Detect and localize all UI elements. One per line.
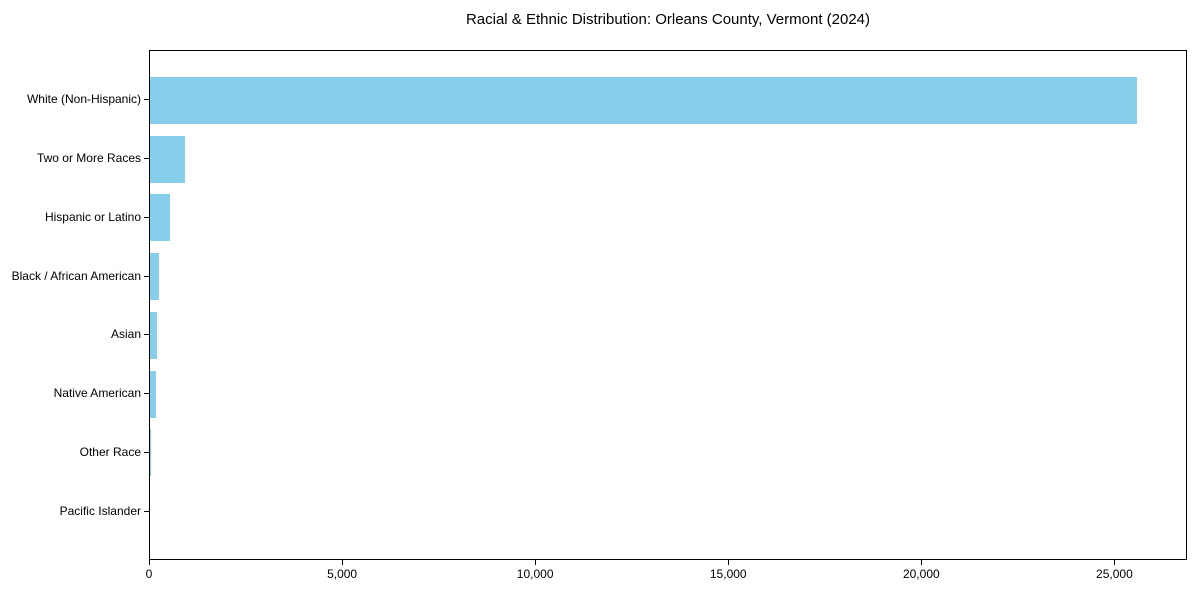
bar-black-african-american <box>150 253 160 301</box>
y-tick-label: Pacific Islander <box>59 503 141 518</box>
y-tick-label: Two or More Races <box>36 151 141 166</box>
x-tick-label: 5,000 <box>327 567 358 581</box>
x-tick-mark <box>727 560 729 565</box>
y-tick-label: Other Race <box>79 444 141 459</box>
bar-asian <box>150 311 157 359</box>
x-tick-label: 15,000 <box>709 567 747 581</box>
x-tick-label: 20,000 <box>902 567 940 581</box>
plot-area <box>149 50 1187 560</box>
x-tick-mark <box>920 560 922 565</box>
x-tick-mark <box>534 560 536 565</box>
bar-other-race <box>150 429 152 477</box>
bar-white-non-hispanic <box>150 76 1137 124</box>
y-tick-label: Native American <box>53 386 141 401</box>
y-tick-label: White (Non-Hispanic) <box>26 92 141 107</box>
x-tick-label: 25,000 <box>1096 567 1133 581</box>
y-tick-label: Asian <box>110 327 141 342</box>
bar-two-or-more-races <box>150 135 185 183</box>
x-tick-mark <box>1113 560 1115 565</box>
y-tick-label: Hispanic or Latino <box>44 209 141 224</box>
bar-hispanic-or-latino <box>150 194 171 242</box>
x-tick-label: 0 <box>145 567 153 581</box>
y-tick-label: Black / African American <box>11 268 141 283</box>
x-tick-mark <box>148 560 150 565</box>
x-tick-label: 10,000 <box>516 567 554 581</box>
chart-title: Racial & Ethnic Distribution: Orleans Co… <box>465 11 871 28</box>
bar-native-american <box>150 370 156 418</box>
x-tick-mark <box>341 560 343 565</box>
